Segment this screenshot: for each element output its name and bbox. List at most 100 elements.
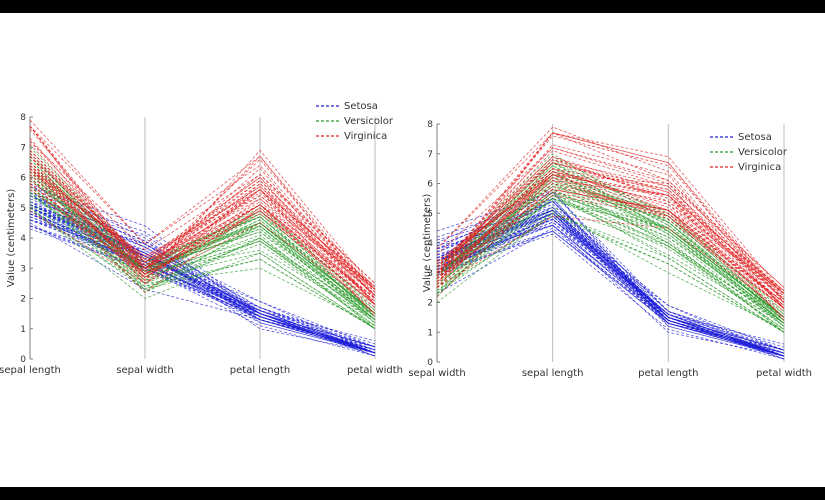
x-category-label: sepal length	[522, 368, 584, 379]
data-line-virginica	[436, 171, 785, 300]
data-line-versicolor	[436, 197, 785, 327]
data-line-versicolor	[29, 153, 376, 317]
data-line-setosa	[436, 221, 785, 357]
data-line-versicolor	[436, 180, 785, 321]
y-tick-label: 4	[427, 239, 433, 249]
x-category-label: sepal width	[408, 368, 465, 379]
data-line-versicolor	[29, 189, 376, 327]
data-line-virginica	[436, 177, 785, 294]
y-tick-label: 8	[20, 113, 26, 123]
data-line-versicolor	[436, 168, 785, 318]
data-line-virginica	[29, 183, 376, 302]
parallel-coordinates-chart-left: 0 1 2 3 4 5 6 7 8 Value (centimeters) sepal length…	[0, 101, 403, 376]
y-tick-label: 7	[20, 143, 26, 153]
data-line-virginica	[436, 177, 785, 309]
legend-label: Virginica	[344, 131, 387, 142]
data-line-versicolor	[29, 168, 376, 321]
data-line-versicolor	[29, 195, 376, 314]
series-virginica	[436, 126, 785, 321]
data-line-setosa	[436, 224, 785, 357]
legend-label: Setosa	[738, 132, 772, 143]
y-tick-label: 5	[427, 209, 433, 219]
series-virginica	[29, 119, 376, 317]
data-line-virginica	[436, 159, 785, 294]
data-line-virginica	[29, 137, 376, 305]
data-line-virginica	[436, 194, 785, 303]
data-line-virginica	[436, 168, 785, 303]
data-line-versicolor	[436, 194, 785, 324]
y-tick-label: 5	[20, 204, 26, 214]
y-tick-label: 4	[20, 234, 26, 244]
data-line-virginica	[436, 132, 785, 303]
x-category-label: petal width	[347, 365, 403, 376]
legend-label: Virginica	[738, 162, 781, 173]
y-tick-label: 2	[20, 295, 26, 305]
data-line-virginica	[436, 132, 785, 294]
data-line-virginica	[436, 147, 785, 309]
data-line-setosa	[29, 219, 376, 354]
legend: Setosa Versicolor Virginica	[710, 132, 788, 173]
data-line-setosa	[29, 213, 376, 351]
data-line-versicolor	[436, 194, 785, 330]
data-line-virginica	[29, 140, 376, 284]
data-line-virginica	[436, 156, 785, 300]
data-line-virginica	[29, 168, 376, 284]
data-line-versicolor	[29, 204, 376, 327]
y-tick-label: 7	[427, 150, 433, 160]
data-line-virginica	[29, 150, 376, 296]
data-line-virginica	[29, 162, 376, 299]
y-tick-label: 0	[427, 358, 433, 368]
data-line-virginica	[29, 128, 376, 296]
x-category-label: petal width	[756, 368, 812, 379]
y-axis-label: Value (centimeters)	[6, 189, 17, 288]
data-line-versicolor	[29, 192, 376, 324]
data-line-virginica	[29, 177, 376, 314]
data-line-versicolor	[436, 189, 785, 327]
y-tick-label: 8	[427, 120, 433, 130]
data-line-versicolor	[436, 197, 785, 330]
x-category-label: sepal length	[0, 365, 61, 376]
y-tick-label: 3	[20, 264, 26, 274]
data-line-versicolor	[29, 186, 376, 330]
data-line-virginica	[29, 125, 376, 290]
data-line-versicolor	[29, 186, 376, 324]
data-line-versicolor	[436, 165, 785, 324]
y-axis-label: Value (centimeters)	[422, 194, 433, 293]
x-category-label: sepal width	[116, 365, 173, 376]
legend-label: Setosa	[344, 101, 378, 112]
data-line-virginica	[29, 125, 376, 290]
data-line-virginica	[29, 140, 376, 305]
y-tick-label: 0	[20, 355, 26, 365]
x-category-label: petal length	[638, 368, 698, 379]
data-line-versicolor	[436, 174, 785, 315]
data-line-versicolor	[436, 215, 785, 333]
data-line-versicolor	[436, 212, 785, 333]
parallel-coordinates-chart-right: 0 1 2 3 4 5 6 7 8 Value (centimeters) sepal width s…	[408, 120, 812, 379]
data-line-setosa	[436, 227, 785, 354]
data-line-setosa	[436, 191, 785, 354]
data-line-virginica	[29, 156, 376, 287]
data-line-setosa	[436, 224, 785, 357]
data-line-virginica	[436, 144, 785, 309]
y-tick-label: 6	[427, 180, 433, 190]
legend-label: Versicolor	[344, 116, 394, 127]
data-line-virginica	[29, 171, 376, 305]
data-line-versicolor	[436, 174, 785, 318]
data-line-versicolor	[29, 192, 376, 327]
data-line-virginica	[29, 171, 376, 290]
data-line-setosa	[436, 212, 785, 357]
data-line-virginica	[436, 132, 785, 297]
data-line-virginica	[29, 165, 376, 302]
data-line-setosa	[29, 207, 376, 354]
data-line-versicolor	[436, 174, 785, 324]
data-line-versicolor	[29, 207, 376, 330]
data-line-virginica	[29, 180, 376, 305]
data-line-versicolor	[436, 162, 785, 321]
data-line-virginica	[29, 183, 376, 287]
y-tick-label: 6	[20, 174, 26, 184]
data-line-virginica	[29, 210, 376, 308]
data-line-setosa	[436, 230, 785, 357]
data-line-versicolor	[29, 183, 376, 330]
data-line-versicolor	[29, 162, 376, 314]
legend-label: Versicolor	[738, 147, 788, 158]
